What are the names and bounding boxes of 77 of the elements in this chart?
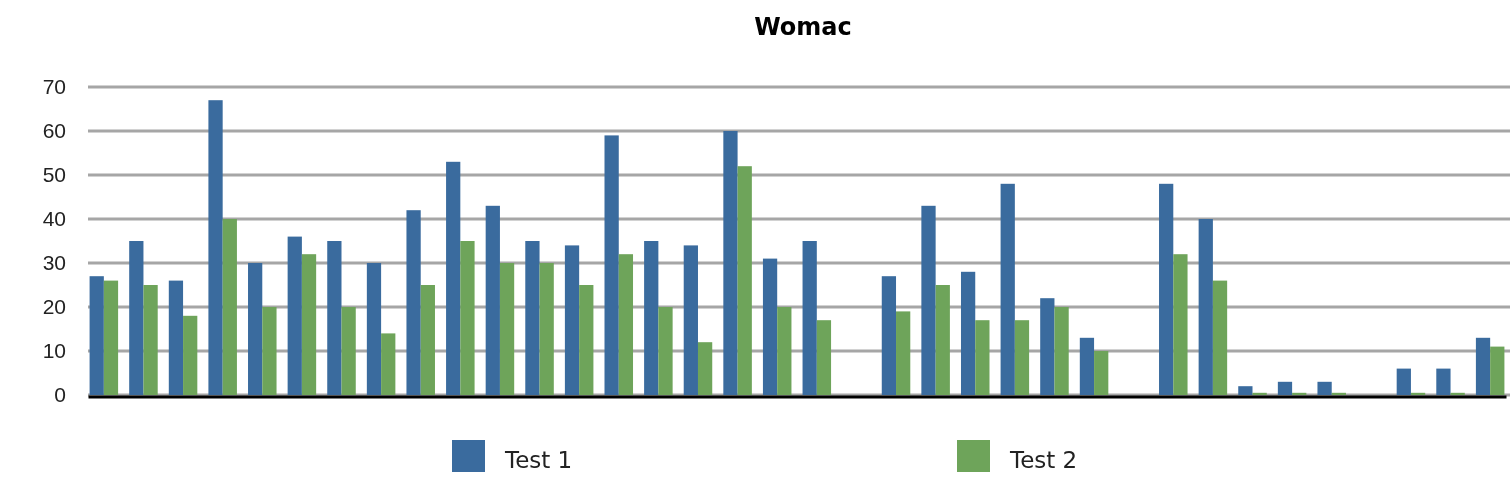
bar: [1475, 337, 1491, 395]
bar: [89, 276, 104, 395]
bar: [1396, 368, 1411, 395]
bar: [1014, 320, 1030, 395]
y-tick-label: 60: [42, 119, 66, 143]
bar: [1079, 337, 1095, 395]
chart-title: Womac: [754, 13, 852, 41]
bar: [1331, 392, 1346, 395]
bar: [248, 263, 263, 395]
bar: [1159, 183, 1174, 395]
bar: [777, 307, 792, 395]
bar: [262, 307, 277, 395]
y-tick-label: 50: [42, 163, 66, 187]
y-tick-label: 30: [42, 251, 66, 275]
bar: [183, 315, 198, 395]
legend-label: Test 1: [504, 447, 573, 473]
bar: [168, 280, 184, 395]
y-tick-label: 70: [42, 75, 66, 99]
bar: [1292, 392, 1307, 395]
y-tick-label: 20: [42, 295, 66, 319]
bar: [287, 236, 302, 395]
legend-label: Test 2: [1009, 447, 1078, 473]
bar: [921, 205, 936, 395]
bar: [1436, 368, 1451, 395]
bar: [683, 245, 698, 395]
bar: [1094, 351, 1109, 395]
bar: [406, 210, 421, 395]
bar: [1000, 183, 1015, 395]
bar: [366, 263, 382, 395]
bar: [604, 135, 619, 395]
bar: [301, 254, 317, 395]
bar: [341, 307, 356, 395]
bar: [381, 333, 396, 395]
bar: [975, 320, 990, 395]
bar: [525, 241, 540, 395]
bar: [881, 276, 897, 395]
bar: [420, 285, 435, 395]
bar: [446, 161, 461, 395]
y-tick-label: 10: [42, 339, 66, 363]
bar: [737, 166, 752, 395]
bar: [499, 263, 515, 395]
bar: [1410, 392, 1426, 395]
bar: [618, 254, 634, 395]
bar: [564, 245, 580, 395]
bar: [208, 100, 223, 395]
bar: [762, 258, 778, 395]
bar: [1277, 381, 1293, 395]
bar: [103, 280, 119, 395]
bar: [1317, 381, 1332, 395]
bar: [1040, 298, 1055, 395]
bar: [1252, 392, 1267, 395]
bar: [816, 320, 832, 395]
bar: [485, 205, 500, 395]
bar: [1450, 392, 1465, 395]
y-tick-label: 40: [42, 207, 66, 231]
bar: [896, 311, 911, 395]
bar: [1212, 280, 1228, 395]
bar: [1490, 346, 1505, 395]
bar: [935, 285, 950, 395]
bar: [1238, 386, 1253, 395]
bar: [960, 271, 976, 395]
bar: [579, 285, 594, 395]
bar: [460, 241, 475, 395]
bar: [723, 131, 738, 395]
bar: [1054, 307, 1069, 395]
bar: [539, 263, 554, 395]
bar: [222, 219, 237, 395]
bar: [644, 241, 659, 395]
bar: [658, 307, 673, 395]
bar: [327, 241, 342, 395]
bar: [129, 241, 144, 395]
bar: [802, 241, 817, 395]
bar: [697, 342, 713, 395]
bar: [1173, 254, 1188, 395]
y-tick-label: 0: [54, 383, 66, 407]
bar: [1198, 219, 1213, 395]
bar: [143, 285, 158, 395]
